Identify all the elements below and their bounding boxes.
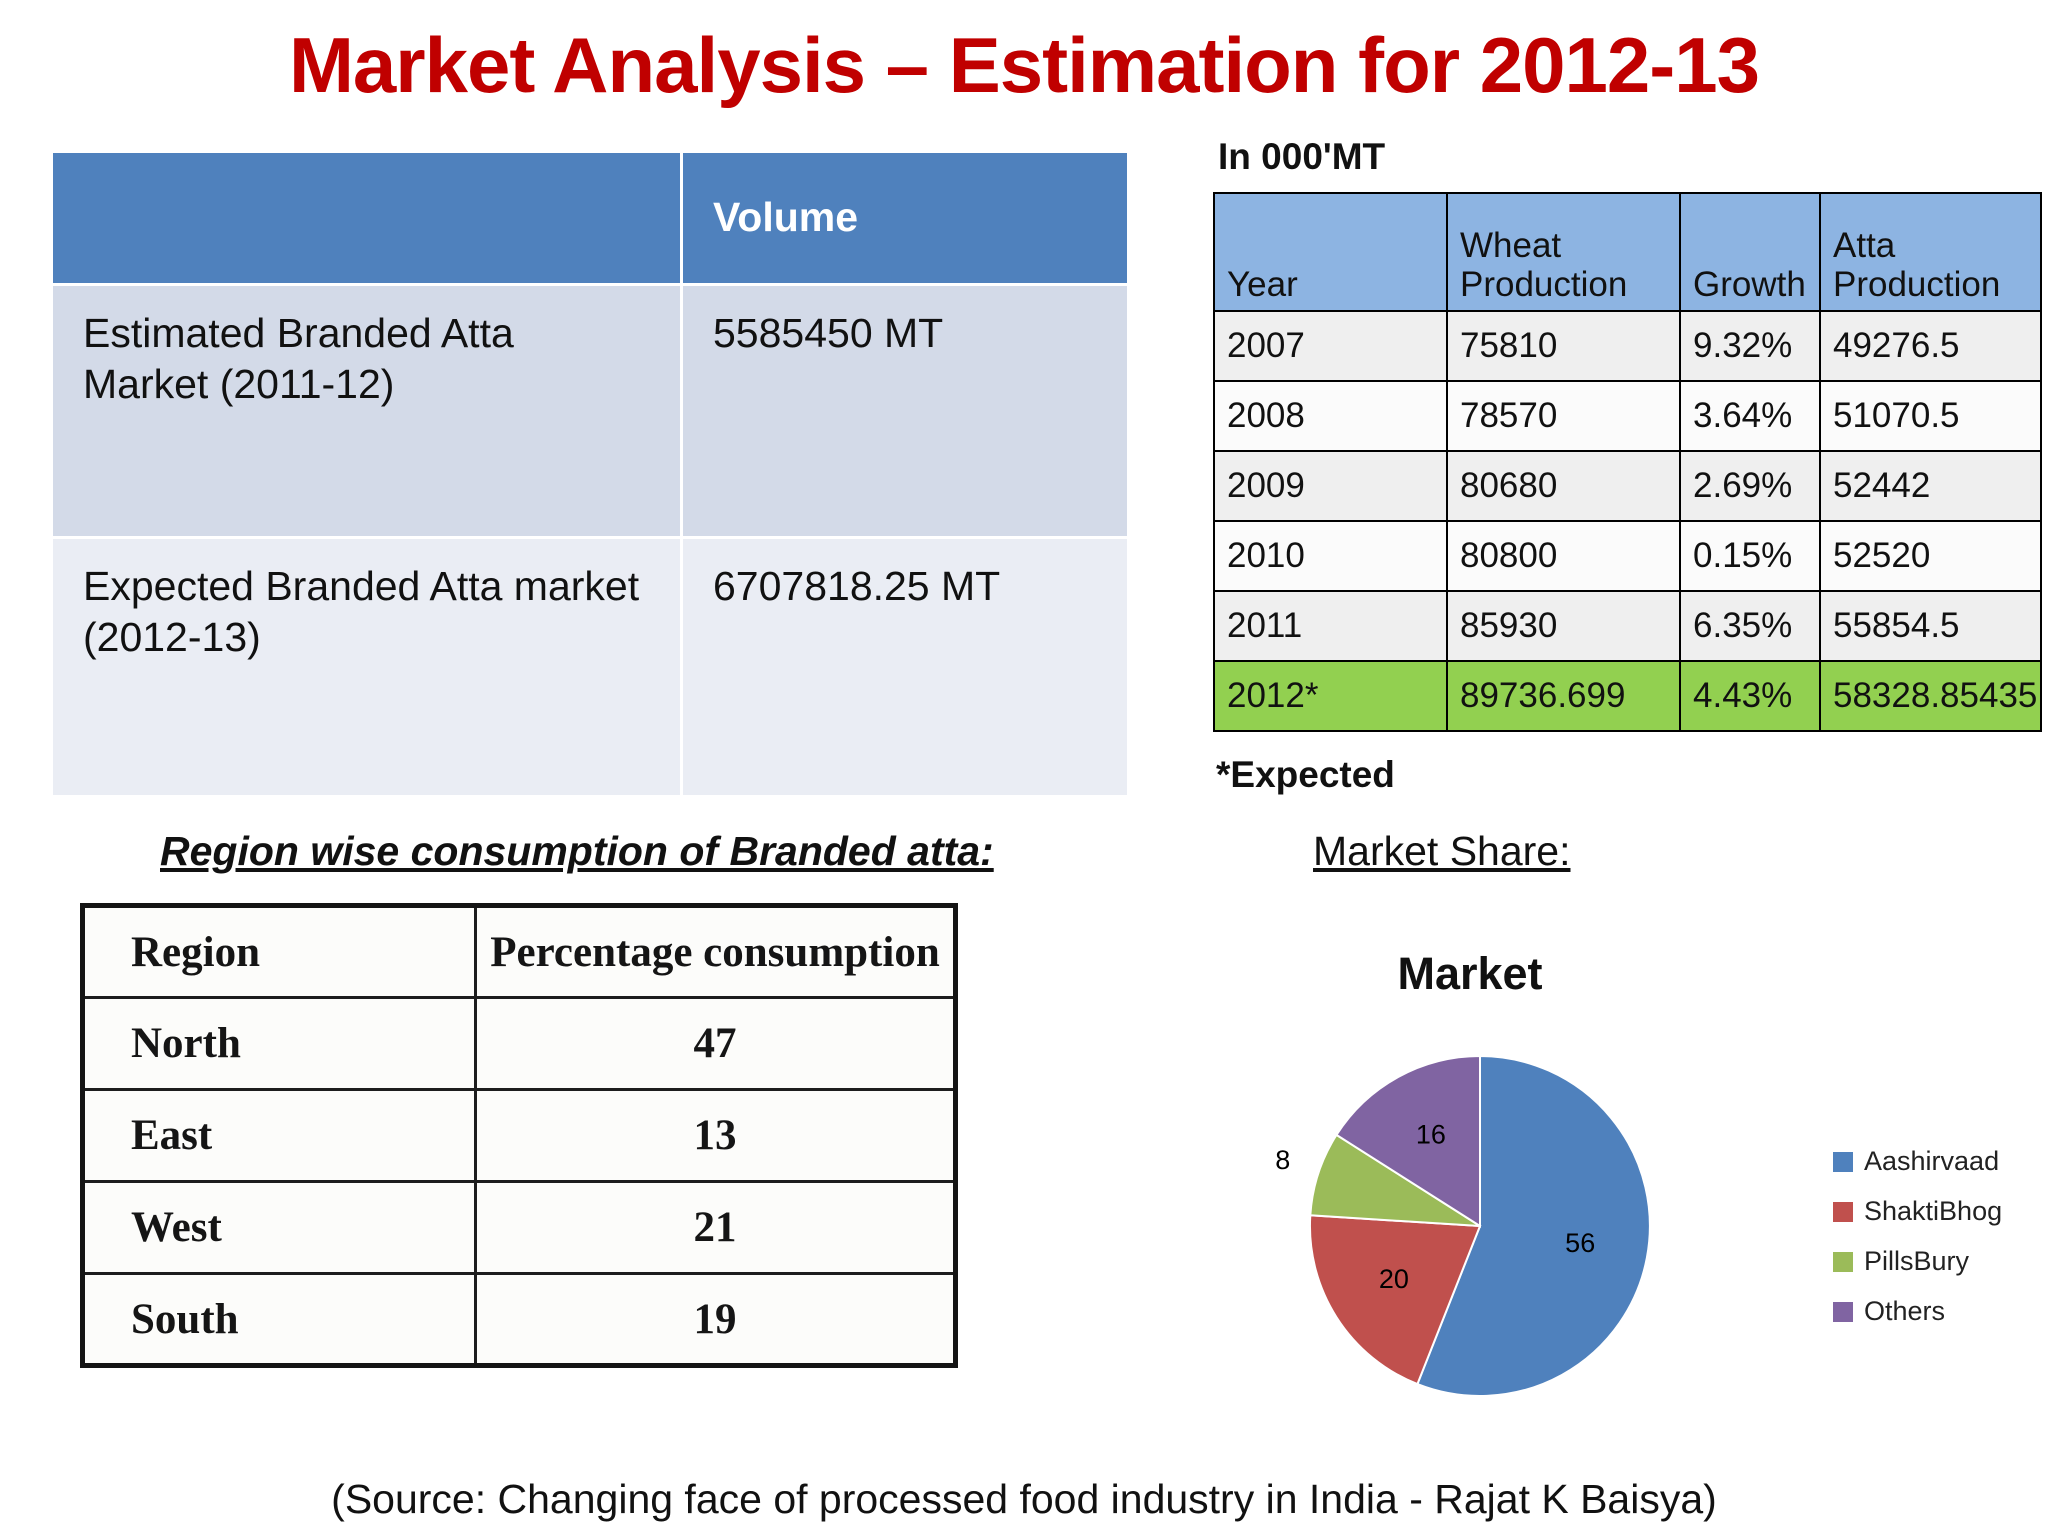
- slide-title: Market Analysis – Estimation for 2012-13: [288, 21, 1760, 109]
- col-header-year: Year: [1213, 192, 1448, 312]
- pie-slice-Others: [1335, 1054, 1481, 1228]
- cell-growth: 6.35%: [1679, 590, 1821, 662]
- pie-value-label: 20: [1379, 1264, 1409, 1294]
- chart-legend: Aashirvaad ShaktiBhog PillsBury Others: [1833, 1146, 2002, 1346]
- table-row: West 21: [81, 1180, 957, 1275]
- region-table: Region Percentage consumption North 47 E…: [80, 903, 958, 1368]
- volume-row-value: 6707818.25 MT: [683, 539, 1127, 795]
- region-header-row: Region Percentage consumption: [81, 904, 957, 999]
- cell-year: 2008: [1213, 380, 1448, 452]
- cell-wheat: 89736.699: [1446, 660, 1681, 732]
- production-header-row: Year Wheat Production Growth Atta Produc…: [1213, 192, 2042, 312]
- cell-percentage: 13: [474, 1088, 957, 1183]
- market-share-heading: Market Share:: [1313, 828, 1571, 874]
- cell-wheat: 78570: [1446, 380, 1681, 452]
- volume-table: Volume Estimated Branded Atta Market (20…: [53, 153, 1127, 795]
- cell-year: 2011: [1213, 590, 1448, 662]
- cell-atta: 58328.85435: [1819, 660, 2042, 732]
- cell-atta: 55854.5: [1819, 590, 2042, 662]
- region-consumption-heading: Region wise consumption of Branded atta:: [160, 828, 994, 874]
- cell-percentage: 21: [474, 1180, 957, 1275]
- cell-year: 2009: [1213, 450, 1448, 522]
- legend-swatch-icon: [1833, 1301, 1853, 1322]
- cell-year: 2012*: [1213, 660, 1448, 732]
- legend-item-Others: Others: [1833, 1296, 2002, 1327]
- cell-region: South: [81, 1272, 477, 1367]
- table-row: 2008 78570 3.64% 51070.5: [1213, 380, 2042, 452]
- volume-column-header: Volume: [683, 153, 1127, 283]
- source-note: (Source: Changing face of processed food…: [331, 1476, 1717, 1522]
- cell-atta: 51070.5: [1819, 380, 2042, 452]
- pie-value-label: 56: [1565, 1228, 1595, 1258]
- cell-percentage: 19: [474, 1272, 957, 1367]
- table-row: 2011 85930 6.35% 55854.5: [1213, 590, 2042, 662]
- cell-wheat: 80680: [1446, 450, 1681, 522]
- pie-chart: 56 20 8 16: [1275, 1054, 1651, 1397]
- cell-wheat: 85930: [1446, 590, 1681, 662]
- legend-label: ShaktiBhog: [1864, 1196, 2003, 1226]
- volume-row-label: Estimated Branded Atta Market (2011-12): [53, 286, 680, 536]
- cell-growth: 4.43%: [1679, 660, 1821, 732]
- cell-year: 2010: [1213, 520, 1448, 592]
- unit-label: In 000'MT: [1218, 136, 1386, 177]
- col-header-percentage: Percentage consumption: [474, 904, 957, 999]
- pie-chart-title: Market: [1397, 948, 1543, 999]
- legend-label: Others: [1864, 1296, 1946, 1326]
- table-row: 2007 75810 9.32% 49276.5: [1213, 310, 2042, 382]
- production-table: Year Wheat Production Growth Atta Produc…: [1213, 192, 2042, 732]
- cell-atta: 52520: [1819, 520, 2042, 592]
- legend-item-PillsBury: PillsBury: [1833, 1246, 2002, 1277]
- legend-item-Aashirvaad: Aashirvaad: [1833, 1146, 2002, 1177]
- cell-growth: 3.64%: [1679, 380, 1821, 452]
- cell-region: West: [81, 1180, 477, 1275]
- table-row: North 47: [81, 996, 957, 1091]
- table-row: 2009 80680 2.69% 52442: [1213, 450, 2042, 522]
- table-row: East 13: [81, 1088, 957, 1183]
- pie-value-label: 8: [1275, 1145, 1290, 1175]
- table-row: 2010 80800 0.15% 52520: [1213, 520, 2042, 592]
- cell-growth: 0.15%: [1679, 520, 1821, 592]
- cell-region: East: [81, 1088, 477, 1183]
- pie-value-label: 16: [1416, 1120, 1446, 1150]
- cell-growth: 9.32%: [1679, 310, 1821, 382]
- table-row: South 19: [81, 1272, 957, 1367]
- legend-swatch-icon: [1833, 1251, 1853, 1272]
- col-header-atta-production: Atta Production: [1819, 192, 2042, 312]
- cell-year: 2007: [1213, 310, 1448, 382]
- pie-slice-ShaktiBhog: [1308, 1214, 1482, 1386]
- legend-swatch-icon: [1833, 1201, 1853, 1222]
- volume-row-label: Expected Branded Atta market (2012-13): [53, 539, 680, 795]
- col-header-region: Region: [81, 904, 477, 999]
- col-header-growth: Growth: [1679, 192, 1821, 312]
- legend-swatch-icon: [1833, 1151, 1853, 1172]
- pie-slice-Aashirvaad: [1416, 1054, 1651, 1397]
- volume-table-corner: [53, 153, 680, 283]
- legend-label: Aashirvaad: [1864, 1146, 2000, 1176]
- cell-region: North: [81, 996, 477, 1091]
- cell-atta: 49276.5: [1819, 310, 2042, 382]
- cell-growth: 2.69%: [1679, 450, 1821, 522]
- legend-label: PillsBury: [1864, 1246, 1970, 1276]
- cell-wheat: 75810: [1446, 310, 1681, 382]
- col-header-wheat-production: Wheat Production: [1446, 192, 1681, 312]
- expected-footnote: *Expected: [1216, 754, 1395, 795]
- legend-item-ShaktiBhog: ShaktiBhog: [1833, 1196, 2002, 1227]
- table-row-expected-2012: 2012* 89736.699 4.43% 58328.85435: [1213, 660, 2042, 732]
- cell-percentage: 47: [474, 996, 957, 1091]
- cell-atta: 52442: [1819, 450, 2042, 522]
- volume-row-value: 5585450 MT: [683, 286, 1127, 536]
- cell-wheat: 80800: [1446, 520, 1681, 592]
